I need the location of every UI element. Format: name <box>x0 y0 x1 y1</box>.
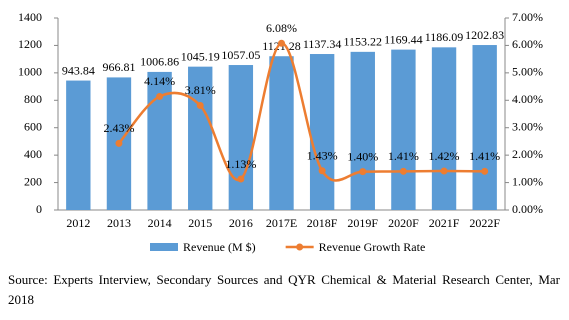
y2-tick-label: 2.00% <box>512 147 543 161</box>
x-tick-label: 2018F <box>307 216 338 230</box>
y-tick-label: 1400 <box>18 10 42 24</box>
y2-tick-label: 4.00% <box>512 92 543 106</box>
x-tick-label: 2017E <box>266 216 297 230</box>
x-tick-label: 2022F <box>469 216 500 230</box>
source-note: Source: Experts Interview, Secondary Sou… <box>8 272 560 307</box>
bar <box>309 54 335 210</box>
x-tick-label: 2020F <box>388 216 419 230</box>
x-tick-label: 2016 <box>229 216 253 230</box>
bar <box>66 80 91 210</box>
x-tick-label: 2013 <box>107 216 131 230</box>
bar <box>269 56 294 210</box>
bar <box>188 66 213 210</box>
y2-tick-label: 1.00% <box>512 174 543 188</box>
x-tick-label: 2015 <box>188 216 212 230</box>
bar-value-label: 943.84 <box>62 63 95 77</box>
line-marker <box>440 167 448 175</box>
x-tick-label: 2021F <box>429 216 460 230</box>
line-value-label: 4.14% <box>144 74 175 88</box>
x-tick-label: 2012 <box>66 216 90 230</box>
y-tick-label: 600 <box>24 119 42 133</box>
legend-label: Revenue (M $) <box>183 240 256 254</box>
legend-swatch <box>150 243 178 251</box>
line-marker <box>237 175 245 183</box>
line-marker <box>196 101 204 109</box>
line-value-label: 1.41% <box>388 149 419 163</box>
line <box>117 41 485 182</box>
y2-tick-label: 7.00% <box>512 10 543 24</box>
bar-value-label: 1006.86 <box>140 55 179 69</box>
y2-tick-label: 3.00% <box>512 119 543 133</box>
line-value-label: 6.08% <box>266 21 297 35</box>
bar-value-label: 1202.83 <box>465 28 504 42</box>
line-marker <box>481 167 489 175</box>
line-value-label: 1.43% <box>307 149 338 163</box>
line-value-label: 3.81% <box>185 83 216 97</box>
legend-label: Revenue Growth Rate <box>319 240 426 254</box>
chart: 0 200 400 600 800 1000 1200 1400 0.00% 1.00% 2.00%… <box>18 10 543 254</box>
line-marker <box>318 167 326 175</box>
line-marker <box>156 92 164 100</box>
bar-value-label: 1169.44 <box>384 32 423 46</box>
y-tick-label: 400 <box>24 147 42 161</box>
bar <box>391 49 416 210</box>
x-tick-label: 2014 <box>148 216 172 230</box>
bar-value-label: 1045.19 <box>181 49 220 63</box>
y-tick-label: 0 <box>36 202 42 216</box>
bar-value-label: 1186.09 <box>425 30 464 44</box>
y-tick-label: 1000 <box>18 65 42 79</box>
y-tick-label: 200 <box>24 174 42 188</box>
line-value-label: 1.40% <box>347 149 378 163</box>
bar <box>228 65 254 210</box>
y2-tick-label: 5.00% <box>512 65 543 79</box>
line-value-label: 1.41% <box>469 149 500 163</box>
line-marker <box>278 39 285 47</box>
bar <box>431 47 457 210</box>
bar <box>472 45 497 210</box>
bar-value-label: 1153.22 <box>343 35 382 49</box>
y-tick-label: 800 <box>24 92 42 106</box>
line-value-label: 1.42% <box>429 149 460 163</box>
x-tick-label: 2019F <box>347 216 378 230</box>
y2-tick-label: 0.00% <box>512 202 543 216</box>
line-value-label: 1.13% <box>225 157 256 171</box>
line-marker <box>399 167 407 175</box>
line-marker <box>115 139 123 147</box>
y2-tick-label: 6.00% <box>512 37 543 51</box>
bar <box>350 51 375 210</box>
bar-value-label: 966.81 <box>102 60 135 74</box>
y-tick-label: 1200 <box>18 37 42 51</box>
line-marker <box>359 168 367 176</box>
line-value-label: 2.43% <box>103 121 134 135</box>
bar-value-label: 1137.34 <box>303 37 342 51</box>
bar-value-label: 1057.05 <box>221 48 260 62</box>
legend-swatch <box>296 243 304 251</box>
